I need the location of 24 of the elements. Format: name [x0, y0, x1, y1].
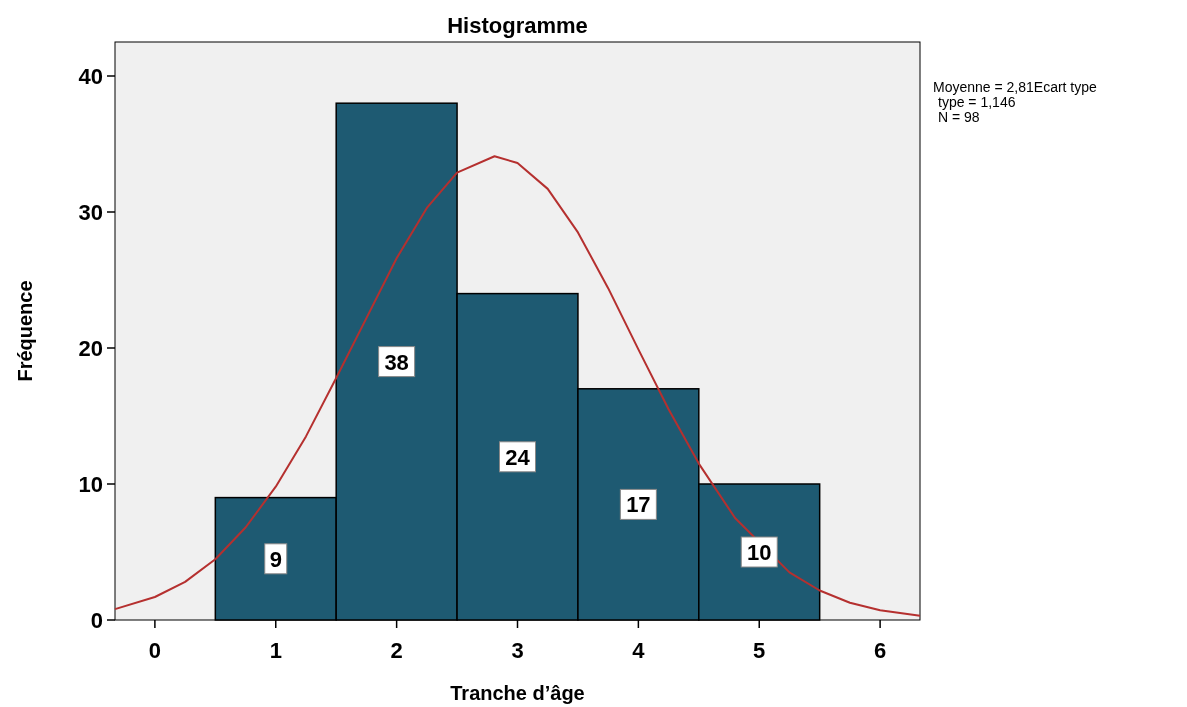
- y-axis-title: Fréquence: [14, 280, 36, 382]
- x-tick-label: 4: [632, 638, 646, 663]
- y-tick-label: 10: [78, 472, 103, 497]
- text: Moyenne = 2,81Ecart type: [933, 79, 1098, 95]
- x-tick-label: 1: [269, 638, 282, 663]
- x-tick-label: 5: [753, 638, 766, 663]
- chart-title: Histogramme: [447, 13, 588, 38]
- line-series: [114, 155, 921, 617]
- x-axis-title: Tranche d’âge: [450, 682, 585, 704]
- y-tick-label: 30: [78, 200, 103, 225]
- x-tick-label: 2: [390, 638, 403, 663]
- y-tick-label: 40: [78, 64, 103, 89]
- data-label: 17: [626, 492, 651, 518]
- data-label: 9: [269, 546, 282, 572]
- text: type = 1,146: [938, 94, 1016, 110]
- data-label: 38: [384, 349, 409, 375]
- x-tick-label: 0: [148, 638, 162, 663]
- data-label: 24: [505, 444, 531, 470]
- y-tick-label: 0: [90, 608, 103, 633]
- text: N = 98: [938, 109, 980, 125]
- x-tick-label: 6: [873, 638, 887, 663]
- y-tick-label: 20: [78, 336, 103, 361]
- data-label: 10: [747, 540, 772, 565]
- x-tick-label: 3: [511, 638, 524, 663]
